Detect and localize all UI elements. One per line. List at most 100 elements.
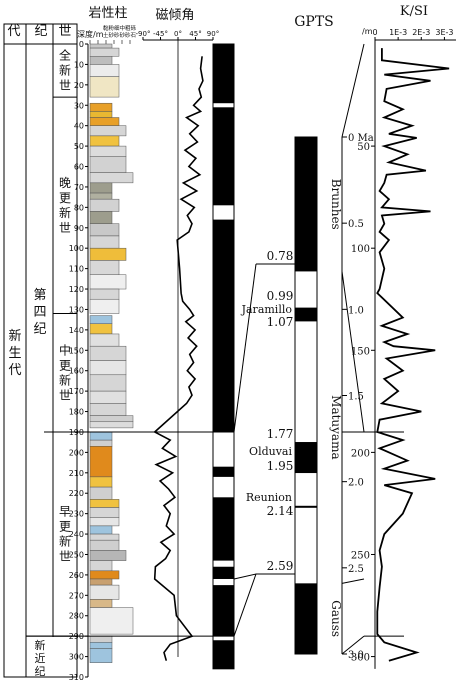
lithology-layer bbox=[89, 533, 120, 541]
ksi-depth-label: 100 bbox=[351, 244, 370, 255]
lithology-layer bbox=[89, 607, 134, 635]
depth-tick-label: 90 bbox=[74, 224, 84, 233]
depth-tick-label: 0 bbox=[79, 40, 84, 49]
lithology-layer bbox=[89, 507, 120, 518]
lithology-layer bbox=[89, 182, 113, 194]
gpts-chron-label: Gauss bbox=[329, 600, 343, 637]
header-ksi: K/SI bbox=[400, 4, 428, 19]
epoch-label-char: 全 bbox=[59, 48, 71, 63]
header-epoch: 世 bbox=[58, 24, 71, 39]
lithology-layer bbox=[89, 415, 134, 423]
ksi-depth-label: 150 bbox=[351, 346, 370, 357]
lithology-layer bbox=[89, 247, 127, 261]
depth-tick-label: 260 bbox=[69, 571, 84, 580]
header-period: 纪 bbox=[34, 24, 47, 39]
gpts-age-label: 3.0 bbox=[348, 650, 364, 661]
gpts-age-value: 2.14 bbox=[267, 504, 294, 518]
lithology-layer bbox=[89, 539, 120, 551]
gpts-normal-band bbox=[295, 137, 317, 272]
gpts-column: 0 Ma 0.5 1.0 1.5 2.0 2.5 3.0 Brunhes Matuyama Gau… bbox=[233, 43, 374, 661]
era-char: 生 bbox=[8, 346, 21, 361]
header-depth-unit: 深度/m bbox=[77, 29, 104, 39]
lithology-layer bbox=[89, 525, 113, 535]
inclination-tick-label: 45° bbox=[189, 30, 201, 38]
gpts-subchron-label: Jaramillo bbox=[241, 303, 293, 316]
lithology-layer bbox=[89, 323, 113, 335]
lithology-layer bbox=[89, 499, 120, 508]
lithology-column: 0 10 20 30 40 50 60 70 80 90 100 110 120 130 140 150 160… bbox=[69, 40, 134, 682]
lithology-layer bbox=[89, 274, 127, 290]
inclination-plot: -90° -45° 0° 45° 90° bbox=[136, 30, 219, 661]
polarity-normal-band bbox=[213, 566, 234, 579]
neogene-char: 新 bbox=[35, 638, 46, 652]
gpts-age-label: 2.0 bbox=[348, 478, 364, 489]
depth-tick-label: 170 bbox=[69, 387, 84, 396]
epoch-label-char: 新 bbox=[59, 205, 71, 220]
lithology-layer bbox=[89, 47, 120, 57]
lithology-layer bbox=[89, 172, 134, 184]
lithology-layer bbox=[89, 211, 113, 224]
depth-tick-label: 30 bbox=[74, 101, 84, 110]
lithology-layer bbox=[89, 156, 127, 173]
lithology-layer bbox=[89, 235, 120, 249]
ksi-tick-label: 3E-3 bbox=[435, 28, 453, 37]
epoch-label-char: 世 bbox=[59, 79, 71, 93]
gpts-age-value: 1.95 bbox=[267, 459, 294, 473]
gpts-right-tie bbox=[341, 578, 365, 584]
lithology-layer bbox=[89, 192, 113, 200]
lithology-layer bbox=[89, 198, 120, 212]
depth-tick-label: 140 bbox=[69, 326, 84, 335]
depth-tick-label: 50 bbox=[74, 142, 84, 151]
depth-tick-label: 120 bbox=[69, 285, 84, 294]
gpts-chron-label: Brunhes bbox=[329, 179, 343, 230]
period-char: 第 bbox=[33, 288, 46, 303]
lithology-layer bbox=[89, 570, 120, 580]
polarity-normal-band bbox=[213, 466, 234, 477]
depth-tick-label: 180 bbox=[69, 408, 84, 417]
lithology-layer bbox=[89, 390, 127, 404]
polarity-normal-band bbox=[213, 44, 234, 104]
epoch-label-char: 更 bbox=[59, 358, 71, 372]
gpts-right-tie bbox=[341, 43, 365, 138]
depth-tick-label: 220 bbox=[69, 489, 84, 498]
gpts-normal-band bbox=[295, 442, 317, 474]
header-gpts: GPTS bbox=[294, 14, 334, 30]
lithology-layer bbox=[89, 431, 113, 441]
lithology-layer bbox=[89, 102, 113, 112]
period-char: 纪 bbox=[33, 322, 46, 337]
neogene-char: 近 bbox=[35, 652, 46, 665]
lithology-layer bbox=[89, 635, 113, 643]
gpts-age-value: 1.77 bbox=[267, 427, 294, 441]
lithology-layer bbox=[89, 486, 113, 500]
lithology-layer bbox=[89, 403, 127, 416]
gpts-right-tie bbox=[341, 635, 365, 655]
lithology-layer bbox=[89, 125, 127, 137]
header-grain-labels: 黏粉细中粗砾 bbox=[103, 24, 137, 32]
depth-tick-label: 200 bbox=[69, 448, 84, 457]
depth-tick-label: 240 bbox=[69, 530, 84, 539]
header-grain-labels-2: 土砂砂砂砂石 bbox=[103, 31, 137, 39]
lithology-layer bbox=[89, 599, 113, 608]
depth-tick-label: 80 bbox=[74, 203, 84, 212]
polarity-column bbox=[212, 43, 235, 670]
lithology-layer bbox=[89, 550, 127, 561]
lithology-layer bbox=[89, 223, 120, 237]
ksi-depth-label: 300 bbox=[351, 653, 370, 664]
era-char: 新 bbox=[8, 328, 21, 344]
gpts-age-value: 1.07 bbox=[267, 315, 294, 329]
epoch-label-char: 早 bbox=[59, 505, 71, 519]
header-ksi-unit: /m bbox=[362, 27, 373, 36]
gpts-normal-band bbox=[295, 583, 317, 654]
era-char: 代 bbox=[8, 363, 21, 378]
lithology-layer bbox=[89, 517, 120, 527]
depth-tick-label: 10 bbox=[74, 60, 84, 69]
epoch-label-char: 更 bbox=[59, 520, 71, 534]
lithology-layer bbox=[89, 421, 134, 429]
polarity-normal-band bbox=[213, 497, 234, 561]
depth-tick-label: 210 bbox=[69, 469, 84, 478]
lithology-layer bbox=[89, 64, 120, 77]
depth-tick-label: 100 bbox=[69, 244, 84, 253]
epoch-label-char: 新 bbox=[59, 63, 71, 78]
